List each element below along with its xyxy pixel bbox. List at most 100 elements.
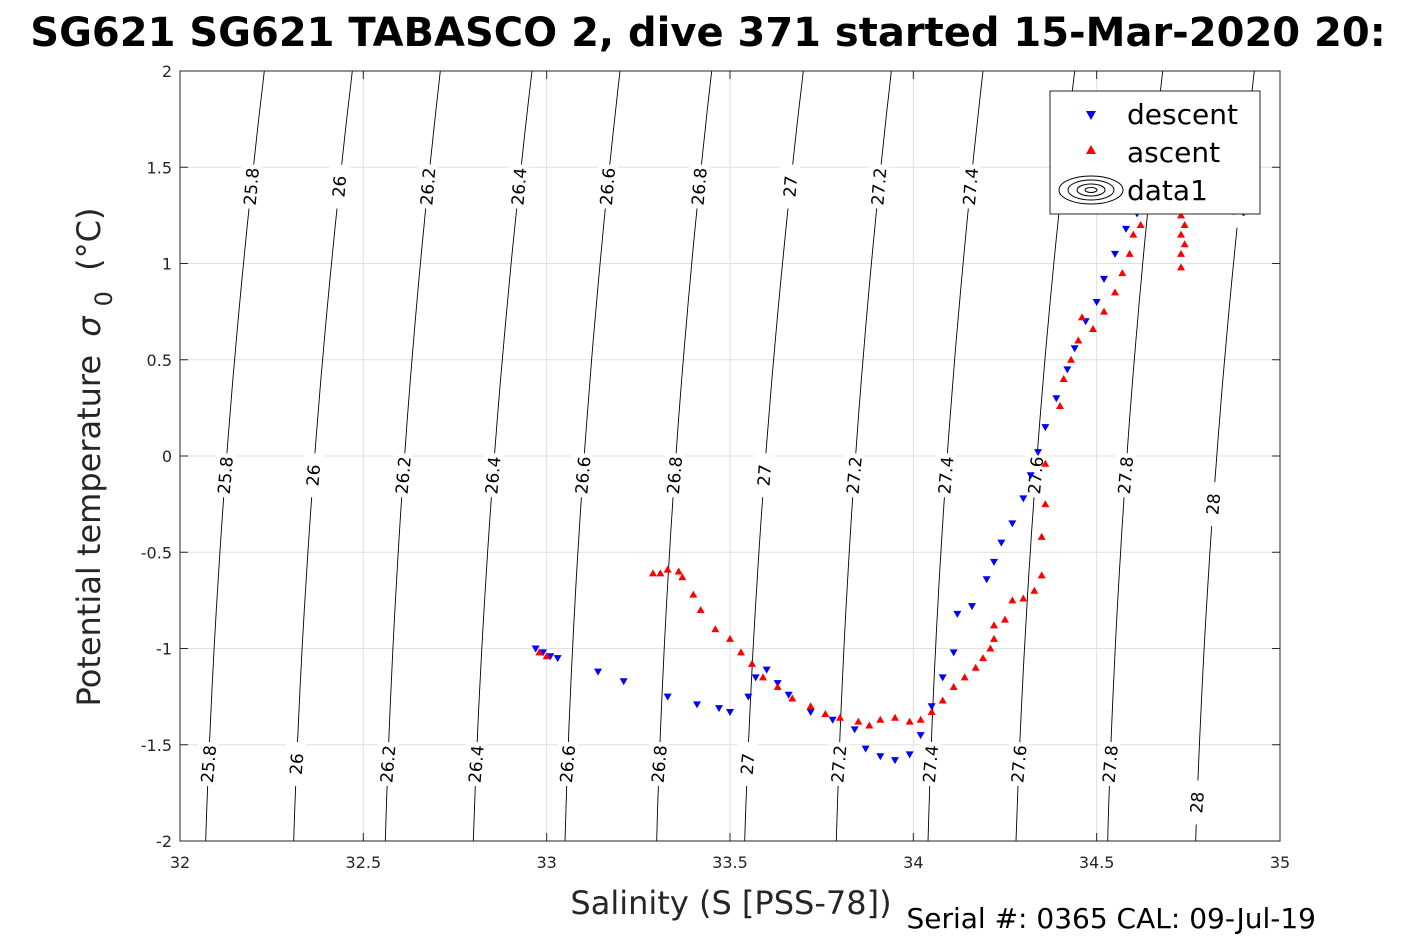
descent-point [828, 716, 837, 724]
isopycnal-label: 25.8 [198, 744, 221, 783]
descent-point [949, 649, 958, 657]
ascent-point [649, 569, 657, 577]
legend-ascent-label: ascent [1127, 136, 1220, 169]
descent-point [546, 653, 555, 661]
grid [180, 71, 1280, 841]
isopycnal-label: 27.8 [1100, 744, 1123, 783]
isopycnal-label-bg [649, 742, 670, 786]
ascent-point [949, 683, 958, 690]
y-axis-label: Potential temperature σ 0 (°C) [70, 208, 120, 707]
ascent-point [1129, 230, 1138, 238]
x-tick-label: 34.5 [1079, 853, 1115, 872]
isopycnal-label-bg [377, 742, 398, 786]
y-tick-label: -1 [156, 640, 172, 659]
descent-point [876, 753, 885, 761]
isopycnal-label: 26.6 [557, 744, 580, 783]
isopycnal-label: 26 [287, 752, 309, 775]
isopycnal-label-bg [393, 453, 414, 498]
isopycnal-label: 26.8 [664, 456, 687, 495]
descent-point [850, 726, 859, 734]
descent-point [744, 693, 753, 701]
x-tick-label: 32 [170, 853, 190, 872]
isopycnal-label-bg [737, 742, 758, 786]
x-tick-label: 32.5 [346, 853, 382, 872]
isopycnal-label-bg [215, 453, 236, 498]
isopycnal-label: 27.2 [868, 167, 891, 206]
isopycnal-label: 27.4 [920, 744, 943, 783]
descent-point [916, 732, 925, 740]
descent-point [982, 576, 991, 584]
isopycnal-label: 26.8 [689, 167, 712, 206]
ascent-point [836, 713, 844, 721]
isopycnal-label: 27.8 [1115, 456, 1138, 495]
descent-point [990, 558, 998, 566]
ascent-point [1111, 288, 1119, 296]
isopycnal-label: 26.4 [508, 167, 531, 206]
isopycnal-label: 26.2 [377, 744, 400, 783]
ascent-point [821, 709, 830, 717]
ascent-point [1136, 221, 1145, 228]
isopycnal-label: 26.2 [417, 167, 440, 206]
isopycnal-label: 26.4 [466, 744, 489, 783]
ascent-point [865, 721, 874, 729]
ascent-point [748, 659, 756, 667]
descent-point [1100, 275, 1108, 283]
isopycnal-label-bg [417, 164, 438, 209]
isopycnal-label-bg [1008, 742, 1029, 786]
y-axis-label-text: Potential temperature [70, 355, 108, 707]
descent-point [1063, 366, 1072, 374]
ascent-point [542, 652, 551, 660]
ascent-point [656, 569, 665, 577]
ascent-point [1001, 615, 1009, 623]
descent-point [938, 674, 947, 682]
ascent-point [1019, 594, 1028, 602]
isopycnal-label-bg [557, 742, 578, 786]
legend-box [1049, 90, 1261, 215]
ascent-point [674, 567, 683, 575]
ascent-point [1177, 230, 1185, 238]
isopycnal-label: 27.4 [935, 456, 958, 495]
isopycnal-label-bg [466, 742, 487, 786]
descent-point [968, 603, 976, 611]
isopycnal-label: 26.2 [393, 456, 416, 495]
ascent-point [1067, 355, 1075, 363]
descent-point [715, 705, 723, 713]
ascent-point [1041, 459, 1050, 467]
isopycnal-label-bg [597, 164, 618, 209]
ascent-point [663, 565, 672, 573]
isopycnal-label-bg [780, 164, 801, 209]
ascent-point [938, 696, 947, 704]
descent-point [1008, 520, 1017, 528]
legend-descent-marker [1086, 111, 1096, 120]
isopycnal-label-bg [1187, 780, 1208, 825]
descent-point [806, 709, 815, 717]
descent-point [531, 645, 540, 653]
isopycnal-label: 25.8 [241, 167, 264, 206]
isopycnal-label: 26.4 [482, 456, 505, 495]
x-tick-label: 33.5 [712, 853, 748, 872]
legend-data1-label: data1 [1127, 174, 1208, 207]
descent-point [1019, 495, 1028, 503]
descent-point [1041, 424, 1050, 432]
legend-ascent-marker [1086, 145, 1096, 154]
ascent-point [990, 621, 998, 629]
ascent-point [1180, 240, 1189, 248]
ascent-point [1180, 221, 1189, 228]
ticks: 32 32.5 33 33.5 34 34.5 35 -2 -1.5 -1 -0.5 0 0.5 1 1.5… [141, 62, 1290, 872]
ascent-point [696, 606, 705, 613]
descent-point [1026, 472, 1035, 480]
isopycnal-label-bg [286, 742, 307, 786]
y-tick-label: 0 [162, 447, 172, 466]
isopycnal-label-bg [960, 164, 981, 209]
ascent-point [1089, 324, 1097, 332]
isopycnal-label-bg [1100, 742, 1121, 786]
ascent-point [986, 644, 995, 652]
isopycnal-label: 28 [1187, 791, 1209, 814]
y-tick-label: 1 [162, 255, 172, 274]
descent-point [619, 678, 628, 686]
ascent-point [1177, 211, 1185, 219]
ascent-point [876, 715, 885, 723]
descent-point [1122, 225, 1130, 233]
isopycnal-label-bg [844, 453, 865, 498]
ascent-point [726, 634, 734, 642]
